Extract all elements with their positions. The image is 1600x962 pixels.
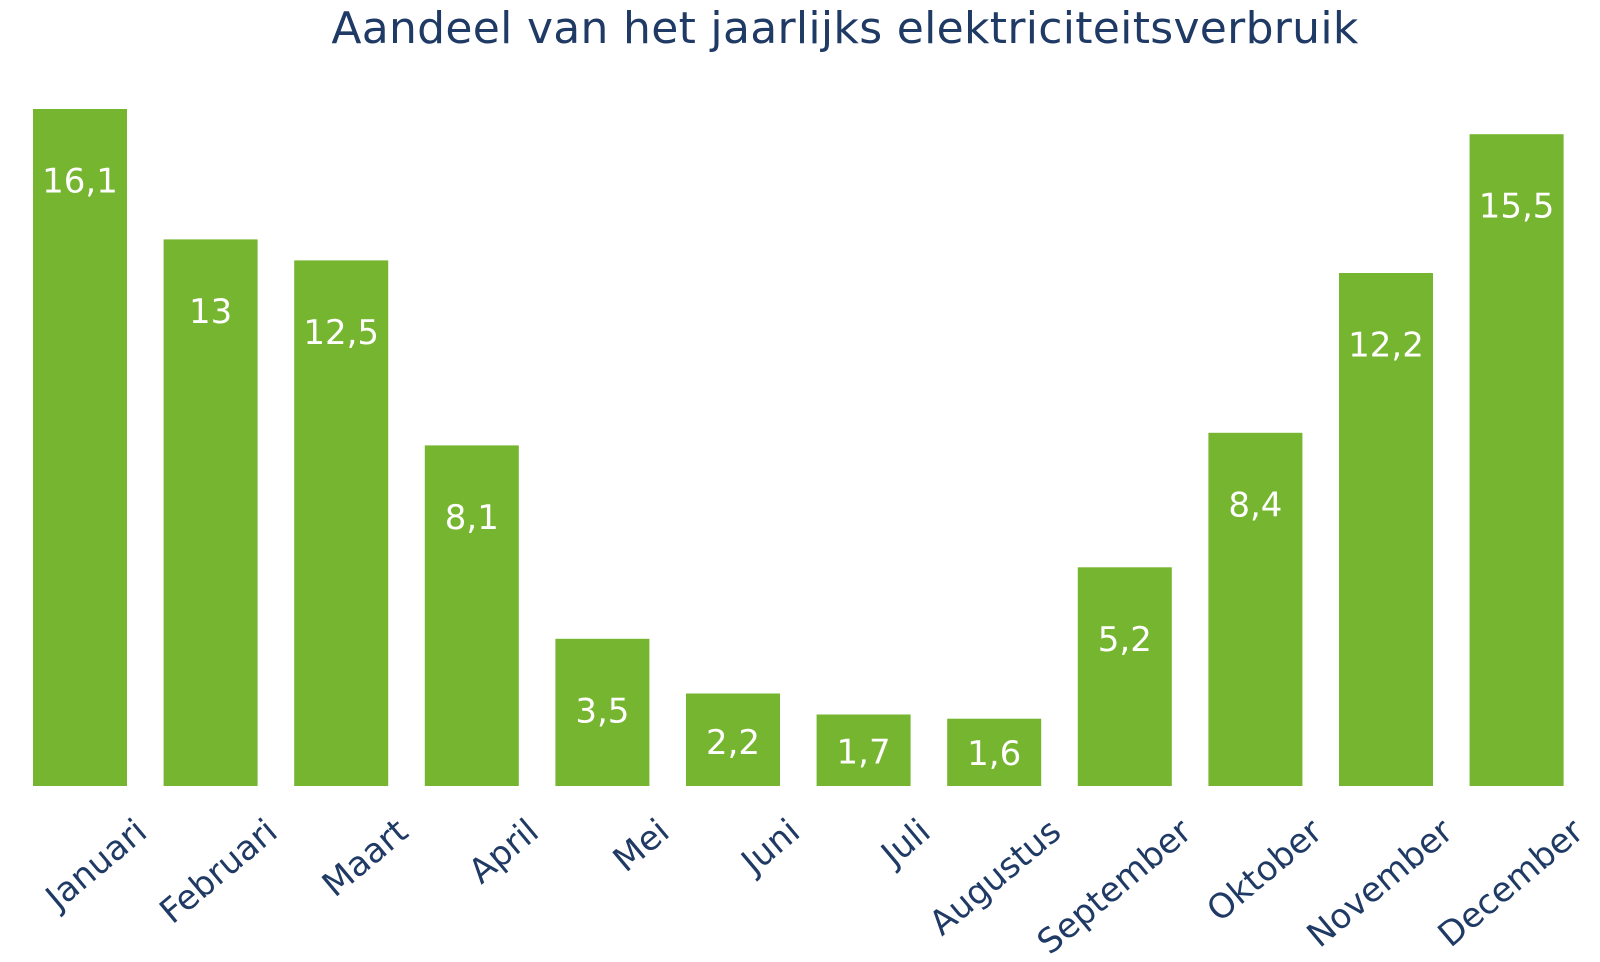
value-label-april: 8,1	[445, 498, 499, 538]
bar-november	[1339, 273, 1433, 786]
value-label-oktober: 8,4	[1228, 485, 1282, 525]
bar-juli	[816, 714, 911, 786]
value-label-februari: 13	[189, 292, 232, 332]
category-label-mei: Mei	[606, 811, 677, 880]
bar-juni	[686, 693, 780, 786]
bar-april	[424, 445, 519, 786]
bar-september	[1077, 567, 1172, 786]
value-labels-layer: 16,1 13 12,5 8,1 3,5 2,2 1,7 1,6 5,2 8,4 12,2 15,5	[42, 162, 1554, 775]
value-label-november: 12,2	[1348, 326, 1424, 366]
category-label-april: April	[461, 811, 546, 892]
bar-januari	[33, 109, 127, 786]
category-label-maart: Maart	[315, 811, 416, 905]
value-label-juli: 1,7	[837, 732, 891, 772]
value-label-augustus: 1,6	[967, 734, 1021, 774]
bar-mei	[555, 638, 650, 786]
category-label-oktober: Oktober	[1199, 811, 1330, 930]
value-label-mei: 3,5	[575, 691, 629, 731]
category-label-februari: Februari	[152, 811, 285, 932]
value-label-maart: 12,5	[303, 313, 379, 353]
category-label-november: November	[1300, 811, 1461, 955]
bar-maart	[294, 260, 389, 786]
value-label-december: 15,5	[1479, 187, 1555, 227]
chart-title: Aandeel van het jaarlijks elektriciteits…	[331, 3, 1359, 54]
bars-layer	[33, 109, 1564, 786]
bar-december	[1469, 134, 1564, 786]
category-label-januari: Januari	[37, 811, 155, 919]
value-label-juni: 2,2	[706, 723, 760, 763]
bar-oktober	[1208, 432, 1303, 786]
value-label-september: 5,2	[1098, 620, 1152, 660]
bar-augustus	[947, 718, 1042, 786]
category-label-december: December	[1431, 811, 1592, 955]
category-label-juli: Juli	[872, 811, 938, 875]
category-label-juni: Juni	[733, 811, 808, 883]
bar-februari	[163, 239, 258, 786]
value-label-januari: 16,1	[42, 162, 118, 202]
